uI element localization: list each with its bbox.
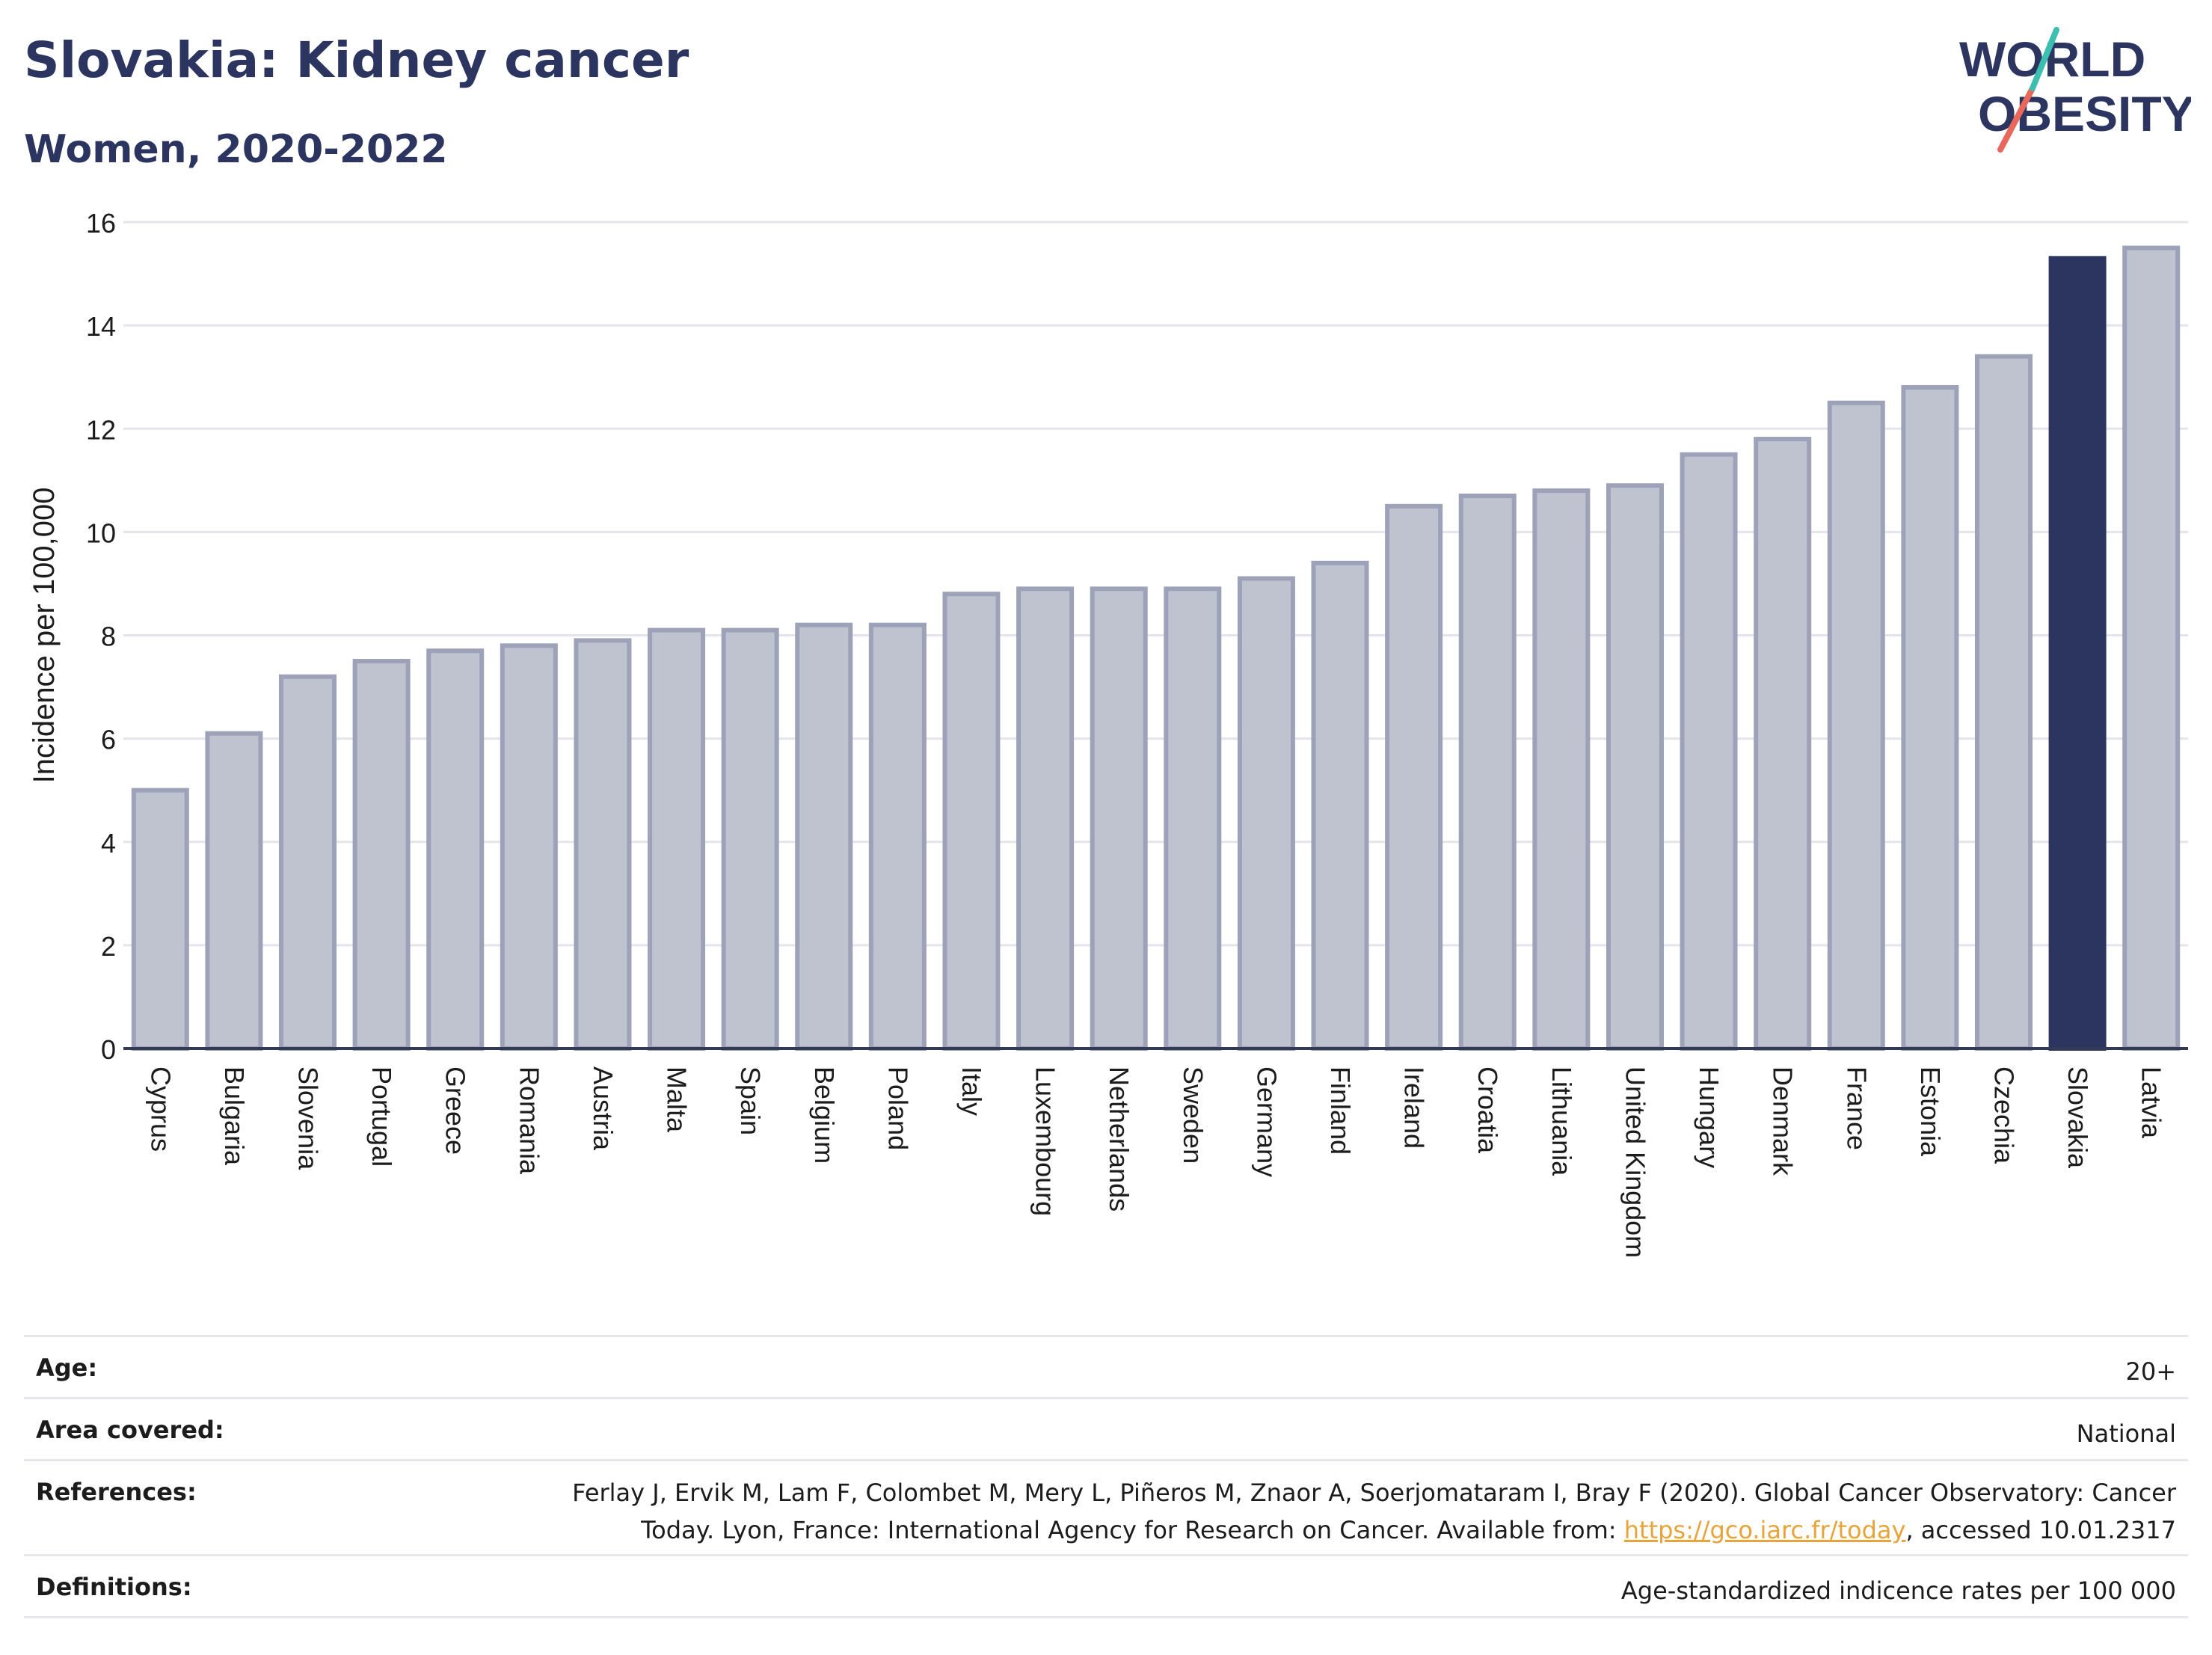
y-tick-label: 6 [101, 725, 116, 755]
references-link[interactable]: https://gco.iarc.fr/today [1623, 1515, 1906, 1544]
bar-lithuania [1532, 488, 1591, 1051]
bar-latvia [2122, 245, 2181, 1051]
age-value: 20+ [2125, 1357, 2176, 1386]
bar-denmark [1754, 437, 1812, 1051]
y-tick-label: 8 [101, 621, 116, 652]
references-line-1: Ferlay J, Ervik M, Lam F, Colombet M, Me… [572, 1479, 2176, 1507]
y-axis-ticks: 0 2 4 6 8 10 12 14 16 [86, 208, 116, 1065]
bar-united-kingdom [1606, 483, 1664, 1051]
x-tick-label: Estonia [1915, 1066, 1946, 1157]
bar-malta [648, 627, 706, 1051]
logo-slash-teal [2030, 27, 2059, 91]
x-tick-label: Bulgaria [219, 1066, 250, 1166]
x-tick-label: Luxembourg [1030, 1066, 1061, 1216]
bar-belgium [795, 622, 853, 1051]
references-value: Ferlay J, Ervik M, Lam F, Colombet M, Me… [572, 1475, 2176, 1549]
x-tick-label: Denmark [1768, 1066, 1798, 1176]
bar-estonia [1901, 385, 1959, 1051]
x-tick-label: Italy [956, 1066, 987, 1116]
x-tick-label: Slovakia [2062, 1066, 2093, 1169]
bar-germany [1237, 576, 1295, 1051]
y-tick-label: 4 [101, 828, 116, 859]
bar-italy [942, 592, 1001, 1051]
logo-slash-coral [1997, 85, 2036, 153]
age-label: Age: [36, 1354, 98, 1382]
meta-row-area: Area covered: National [24, 1397, 2188, 1459]
page-title: Slovakia: Kidney cancer [24, 31, 689, 89]
bar-romania [500, 643, 558, 1051]
x-tick-label: Belgium [809, 1066, 840, 1164]
bar-bulgaria [205, 731, 263, 1051]
x-tick-label: Finland [1325, 1066, 1356, 1155]
x-tick-label: Slovenia [293, 1066, 324, 1170]
y-tick-label: 14 [86, 311, 116, 342]
meta-row-age: Age: 20+ [24, 1335, 2188, 1397]
x-tick-label: Hungary [1694, 1066, 1724, 1168]
bar-chart: 0 2 4 6 8 10 12 14 16 Cyprus Bulgaria Slovenia Port… [28, 208, 2188, 1258]
bar-sweden [1164, 586, 1222, 1051]
area-label: Area covered: [36, 1416, 224, 1444]
x-tick-label: Sweden [1178, 1066, 1208, 1164]
bar-netherlands [1090, 586, 1148, 1051]
x-tick-label: Austria [588, 1066, 618, 1151]
y-tick-label: 2 [101, 931, 116, 962]
bar-france [1827, 400, 1885, 1051]
world-obesity-logo: WORLD OBESITY [1959, 27, 2191, 153]
y-tick-label: 12 [86, 414, 116, 445]
x-tick-label: Cyprus [145, 1066, 176, 1152]
x-tick-label: Portugal [366, 1066, 397, 1167]
x-tick-label: Greece [440, 1066, 471, 1155]
bar-luxembourg [1016, 586, 1075, 1051]
x-tick-label: Netherlands [1104, 1066, 1134, 1212]
x-tick-label: France [1841, 1066, 1872, 1150]
definitions-value: Age-standardized indicence rates per 100… [1620, 1576, 2176, 1605]
x-tick-label: Latvia [2136, 1066, 2167, 1139]
references-line-2: Today. Lyon, France: International Agenc… [641, 1515, 2176, 1544]
x-tick-label: United Kingdom [1620, 1066, 1650, 1258]
bar-hungary [1680, 452, 1738, 1051]
x-tick-label: Lithuania [1546, 1066, 1577, 1176]
x-tick-label: Croatia [1472, 1066, 1503, 1154]
x-tick-label: Poland [882, 1066, 913, 1150]
logo-text-obesity: OBESITY [1978, 86, 2191, 141]
page-subtitle: Women, 2020-2022 [24, 127, 448, 172]
area-value: National [2076, 1419, 2176, 1448]
x-tick-label: Spain [735, 1066, 766, 1135]
y-tick-label: 16 [86, 208, 116, 239]
x-tick-label: Malta [662, 1066, 692, 1133]
bar-slovenia [279, 674, 337, 1051]
bar-portugal [352, 659, 411, 1051]
bar-slovakia [2048, 256, 2107, 1051]
references-label: References: [36, 1478, 197, 1506]
bar-poland [868, 622, 927, 1051]
bar-finland [1311, 560, 1369, 1051]
bar-cyprus [131, 787, 189, 1051]
meta-row-definitions: Definitions: Age-standardized indicence … [24, 1554, 2188, 1618]
x-tick-label: Czechia [1988, 1066, 2019, 1164]
bar-czechia [1974, 354, 2033, 1051]
y-tick-label: 0 [101, 1034, 116, 1065]
x-tick-label: Ireland [1399, 1066, 1430, 1149]
bar-spain [721, 627, 779, 1051]
bars [131, 245, 2181, 1051]
bar-austria [574, 638, 632, 1051]
bar-croatia [1458, 494, 1517, 1051]
x-tick-label: Romania [514, 1066, 544, 1175]
y-tick-label: 10 [86, 518, 116, 548]
metadata-table: Age: 20+ Area covered: National Referenc… [24, 1335, 2188, 1618]
meta-row-references: References: Ferlay J, Ervik M, Lam F, Co… [24, 1459, 2188, 1554]
bar-ireland [1385, 503, 1443, 1051]
y-axis-label: Incidence per 100,000 [28, 488, 61, 784]
bar-greece [426, 648, 485, 1051]
x-tick-label: Germany [1251, 1066, 1282, 1177]
x-axis-labels: Cyprus Bulgaria Slovenia Portugal Greece Roma… [145, 1066, 2166, 1258]
definitions-label: Definitions: [36, 1573, 192, 1601]
